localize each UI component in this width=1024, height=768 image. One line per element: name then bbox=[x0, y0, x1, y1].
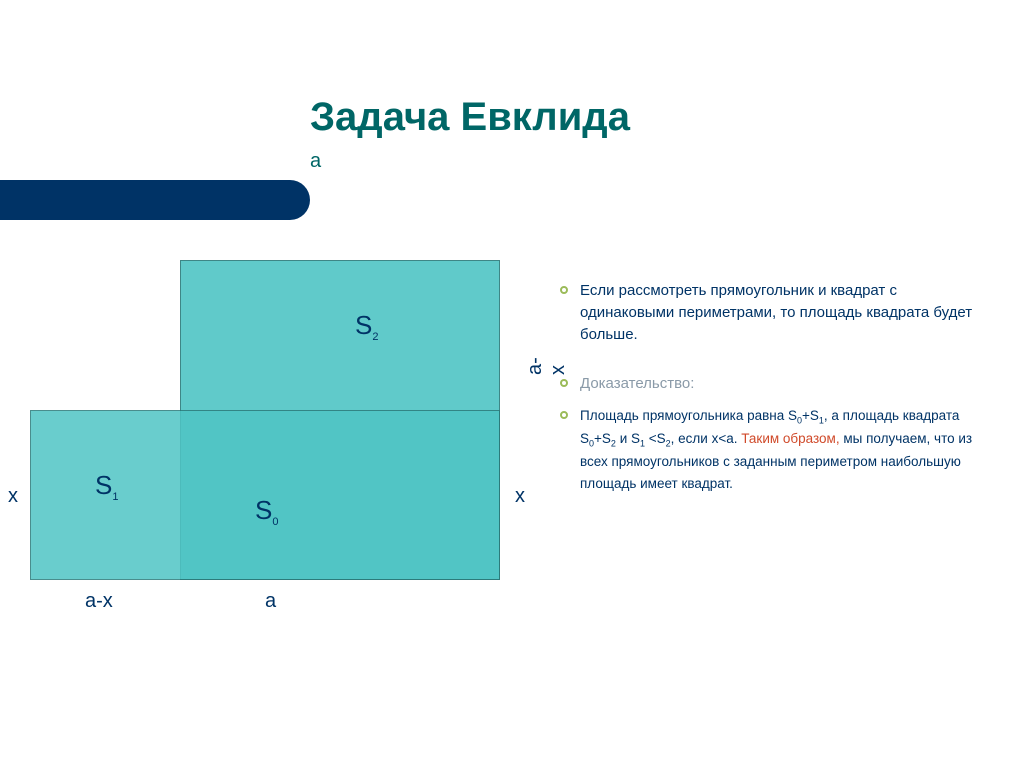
slide-title: Задача Евклида bbox=[310, 95, 630, 140]
euclid-diagram: S2 S1 S0 x x a-x a a-x bbox=[30, 260, 530, 620]
label-a-minus-x-bottom: a-x bbox=[85, 590, 113, 613]
label-x-right: x bbox=[515, 485, 525, 508]
label-s2: S2 bbox=[355, 310, 378, 341]
proof-text: Площадь прямоугольника равна S0+S1, а пл… bbox=[560, 405, 990, 495]
bullet-icon bbox=[560, 411, 568, 419]
statement-text: Если рассмотреть прямоугольник и квадрат… bbox=[560, 280, 990, 345]
bullet-icon bbox=[560, 286, 568, 294]
label-x-left: x bbox=[8, 485, 18, 508]
decorative-banner bbox=[0, 180, 310, 220]
label-s0: S0 bbox=[255, 495, 278, 526]
bullet-icon bbox=[560, 379, 568, 387]
label-s1: S1 bbox=[95, 470, 118, 501]
text-column: Если рассмотреть прямоугольник и квадрат… bbox=[560, 280, 990, 505]
proof-heading: Доказательство: bbox=[560, 373, 990, 395]
label-a-bottom: a bbox=[265, 590, 276, 613]
label-a-top: a bbox=[310, 150, 321, 173]
